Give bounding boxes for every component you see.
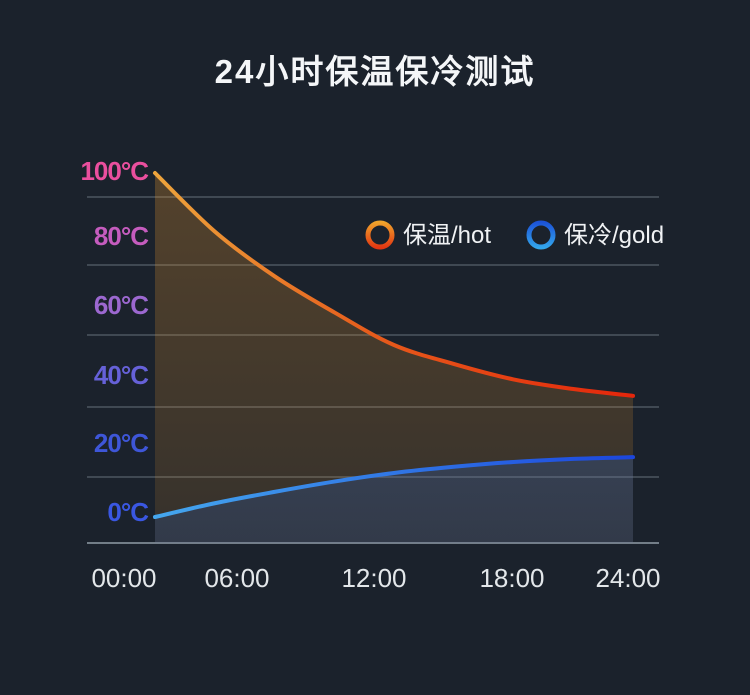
y-tick-80c: 80°C [93,221,149,251]
x-tick-1200: 12:00 [341,563,407,593]
y-tick-20c: 20°C [93,428,149,458]
y-tick-40c: 40°C [93,360,149,390]
x-tick-1800: 18:00 [479,563,545,593]
cold-series-line [153,455,635,519]
hot-series-area [155,173,633,543]
y-tick-100c: 100°C [80,156,149,186]
x-tick-0600: 06:00 [204,563,270,593]
x-tick-2400: 24:00 [595,563,661,593]
hot-legend-ring-icon [365,220,395,250]
hot-legend-label: 保温/hot [403,222,492,249]
cold-series-area [155,457,633,543]
chart-title: 24小时保温保冷测试 [214,53,536,90]
y-tick-0c: 0°C [107,497,149,527]
y-tick-60c: 60°C [93,290,149,320]
x-tick-0000: 00:00 [91,563,157,593]
hot-series-line [153,171,635,398]
cold-legend-ring-icon [526,220,556,250]
cold-legend-label: 保冷/gold [564,222,665,249]
